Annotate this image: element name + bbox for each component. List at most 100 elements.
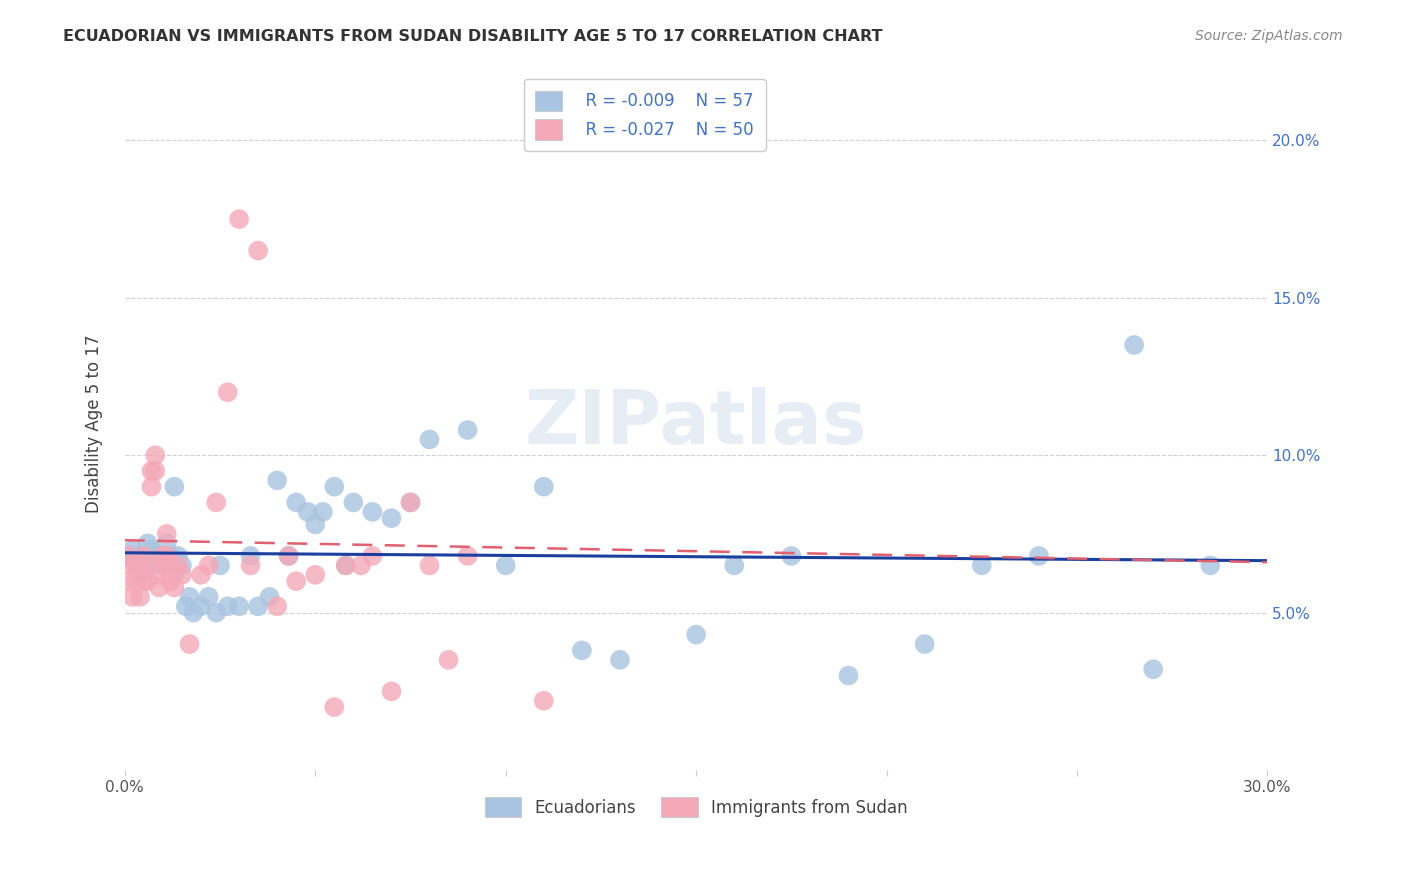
Point	[148, 581, 170, 595]
Point	[132, 574, 155, 588]
Point	[297, 505, 319, 519]
Point	[121, 558, 143, 573]
Point	[148, 567, 170, 582]
Point	[723, 558, 745, 573]
Point	[247, 599, 270, 614]
Point	[228, 599, 250, 614]
Point	[418, 558, 440, 573]
Point	[239, 549, 262, 563]
Point	[380, 684, 402, 698]
Text: Source: ZipAtlas.com: Source: ZipAtlas.com	[1195, 29, 1343, 44]
Point	[141, 480, 163, 494]
Point	[159, 558, 181, 573]
Point	[141, 464, 163, 478]
Point	[685, 627, 707, 641]
Point	[170, 558, 193, 573]
Point	[117, 549, 139, 563]
Point	[190, 599, 212, 614]
Point	[609, 653, 631, 667]
Point	[1028, 549, 1050, 563]
Point	[277, 549, 299, 563]
Point	[914, 637, 936, 651]
Point	[247, 244, 270, 258]
Point	[285, 574, 308, 588]
Point	[132, 549, 155, 563]
Point	[495, 558, 517, 573]
Point	[159, 549, 181, 563]
Point	[399, 495, 422, 509]
Point	[1199, 558, 1222, 573]
Point	[457, 549, 479, 563]
Point	[259, 590, 281, 604]
Point	[361, 549, 384, 563]
Point	[1142, 662, 1164, 676]
Point	[136, 536, 159, 550]
Point	[152, 558, 174, 573]
Point	[228, 212, 250, 227]
Point	[266, 474, 288, 488]
Point	[132, 565, 155, 579]
Point	[304, 517, 326, 532]
Point	[277, 549, 299, 563]
Point	[143, 464, 166, 478]
Point	[152, 549, 174, 563]
Point	[190, 567, 212, 582]
Point	[533, 480, 555, 494]
Text: ZIPatlas: ZIPatlas	[524, 387, 868, 460]
Point	[179, 590, 201, 604]
Point	[197, 558, 219, 573]
Point	[179, 637, 201, 651]
Point	[361, 505, 384, 519]
Point	[342, 495, 364, 509]
Point	[125, 558, 148, 573]
Point	[533, 694, 555, 708]
Point	[266, 599, 288, 614]
Point	[399, 495, 422, 509]
Point	[136, 558, 159, 573]
Point	[970, 558, 993, 573]
Point	[148, 552, 170, 566]
Point	[304, 567, 326, 582]
Point	[174, 599, 197, 614]
Point	[217, 599, 239, 614]
Point	[780, 549, 803, 563]
Point	[217, 385, 239, 400]
Y-axis label: Disability Age 5 to 17: Disability Age 5 to 17	[86, 334, 103, 513]
Point	[457, 423, 479, 437]
Point	[163, 567, 186, 582]
Point	[163, 480, 186, 494]
Point	[152, 549, 174, 563]
Point	[205, 606, 228, 620]
Point	[380, 511, 402, 525]
Point	[152, 558, 174, 573]
Point	[170, 567, 193, 582]
Point	[323, 480, 346, 494]
Point	[350, 558, 373, 573]
Text: ECUADORIAN VS IMMIGRANTS FROM SUDAN DISABILITY AGE 5 TO 17 CORRELATION CHART: ECUADORIAN VS IMMIGRANTS FROM SUDAN DISA…	[63, 29, 883, 45]
Point	[129, 549, 152, 563]
Point	[136, 574, 159, 588]
Legend: Ecuadorians, Immigrants from Sudan: Ecuadorians, Immigrants from Sudan	[478, 790, 914, 824]
Point	[571, 643, 593, 657]
Point	[129, 590, 152, 604]
Point	[239, 558, 262, 573]
Point	[437, 653, 460, 667]
Point	[167, 558, 190, 573]
Point	[335, 558, 357, 573]
Point	[1123, 338, 1146, 352]
Point	[167, 549, 190, 563]
Point	[143, 448, 166, 462]
Point	[285, 495, 308, 509]
Point	[117, 549, 139, 563]
Point	[129, 565, 152, 579]
Point	[141, 542, 163, 557]
Point	[121, 542, 143, 557]
Point	[163, 581, 186, 595]
Point	[121, 590, 143, 604]
Point	[837, 668, 859, 682]
Point	[418, 433, 440, 447]
Point	[156, 527, 179, 541]
Point	[335, 558, 357, 573]
Point	[141, 558, 163, 573]
Point	[143, 549, 166, 563]
